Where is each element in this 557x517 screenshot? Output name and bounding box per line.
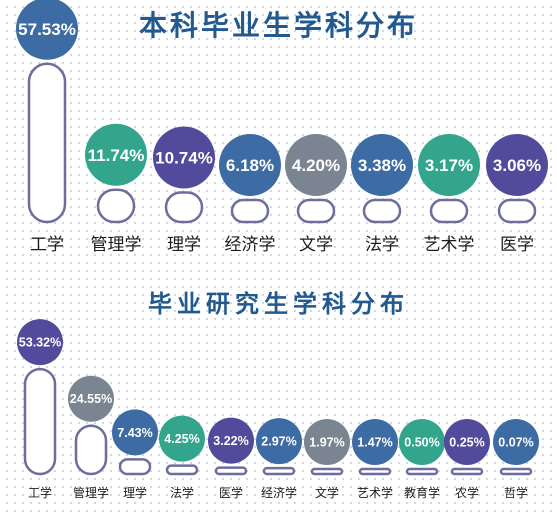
- graduate-bar: [23, 367, 57, 476]
- graduate-category-label: 经济学: [261, 485, 297, 500]
- graduate-category-label: 艺术学: [357, 485, 393, 500]
- undergrad-category-label: 经济学: [225, 235, 276, 255]
- undergrad-value-label: 11.74%: [88, 146, 145, 165]
- undergrad-value-label: 4.20%: [292, 156, 340, 175]
- undergrad-value-bubble: [351, 134, 413, 196]
- graduate-bar: [450, 467, 484, 476]
- undergrad-value-bubble: [16, 0, 78, 60]
- undergrad-category-label: 理学: [167, 235, 201, 255]
- undergrad-category-label: 医学: [500, 235, 534, 255]
- graduate-bar: [262, 466, 296, 476]
- graduate-category-label: 教育学: [404, 485, 440, 500]
- graduate-value-bubble: [304, 419, 350, 465]
- graduate-chart-title: 毕业研究生学科分布: [148, 290, 409, 318]
- undergrad-bar: [497, 198, 537, 224]
- graduate-bar: [310, 467, 344, 476]
- graduate-value-bubble: [256, 418, 302, 465]
- undergrad-value-bubble: [153, 126, 215, 189]
- undergrad-bar: [96, 188, 136, 224]
- graduate-bar: [499, 467, 533, 476]
- undergrad-category-label: 法学: [365, 235, 399, 255]
- graduate-value-label: 3.22%: [213, 434, 248, 448]
- graduate-value-label: 7.43%: [117, 426, 152, 440]
- undergrad-value-label: 3.38%: [358, 156, 406, 175]
- undergrad-bar: [27, 62, 67, 224]
- graduate-value-bubble: [159, 415, 205, 462]
- graduate-value-bubble: [17, 319, 63, 366]
- graduate-value-label: 53.32%: [19, 336, 61, 350]
- graduate-value-label: 24.55%: [70, 392, 112, 406]
- undergrad-value-label: 57.53%: [18, 20, 76, 39]
- graduate-value-bubble: [208, 417, 254, 464]
- graduate-category-label: 理学: [123, 485, 147, 500]
- undergrad-value-bubble: [486, 134, 548, 196]
- graduate-category-label: 医学: [219, 485, 243, 500]
- graduate-value-bubble: [493, 419, 539, 465]
- graduate-bar: [74, 424, 108, 476]
- undergrad-bar: [230, 198, 270, 224]
- undergrad-bar: [362, 198, 402, 224]
- graduate-category-label: 文学: [315, 485, 339, 500]
- undergrad-category-label: 工学: [30, 235, 64, 255]
- graduate-value-label: 0.25%: [449, 436, 484, 450]
- undergrad-value-bubble: [418, 134, 480, 196]
- undergrad-value-label: 6.18%: [226, 156, 274, 175]
- undergrad-bar: [164, 191, 204, 224]
- graduate-value-bubble: [112, 409, 158, 456]
- graduate-value-label: 2.97%: [261, 435, 296, 449]
- graduate-value-label: 1.47%: [357, 436, 392, 450]
- undergrad-value-bubble: [85, 123, 147, 186]
- graduate-bar: [165, 464, 199, 476]
- graduate-bar: [214, 466, 248, 476]
- undergrad-value-bubble: [219, 134, 281, 196]
- graduate-value-label: 0.50%: [404, 436, 439, 450]
- graduate-value-bubble: [68, 375, 114, 422]
- graduate-value-bubble: [399, 419, 445, 465]
- undergrad-category-label: 管理学: [91, 235, 142, 255]
- graduate-bar: [358, 467, 392, 476]
- graduate-value-label: 4.25%: [164, 432, 199, 446]
- undergrad-category-label: 艺术学: [424, 235, 475, 255]
- graduate-category-label: 农学: [455, 485, 479, 500]
- graduate-bar: [405, 467, 439, 476]
- graduate-value-bubble: [352, 419, 398, 465]
- undergrad-value-label: 3.17%: [425, 156, 473, 175]
- graduate-bar: [118, 458, 152, 476]
- undergrad-value-label: 10.74%: [155, 149, 213, 168]
- graduate-category-label: 管理学: [73, 485, 109, 500]
- graduate-value-label: 1.97%: [309, 436, 344, 450]
- graduate-category-label: 哲学: [504, 485, 528, 500]
- graduate-category-label: 工学: [28, 485, 52, 500]
- graduate-category-label: 法学: [170, 485, 194, 500]
- graduate-value-label: 0.07%: [498, 436, 533, 450]
- undergrad-bar: [296, 198, 336, 224]
- undergrad-chart-title: 本科毕业生学科分布: [138, 9, 418, 42]
- graduate-value-bubble: [444, 419, 490, 465]
- undergrad-value-label: 3.06%: [493, 156, 541, 175]
- undergrad-bar: [429, 198, 469, 224]
- undergrad-category-label: 文学: [299, 235, 333, 255]
- undergrad-value-bubble: [285, 134, 347, 196]
